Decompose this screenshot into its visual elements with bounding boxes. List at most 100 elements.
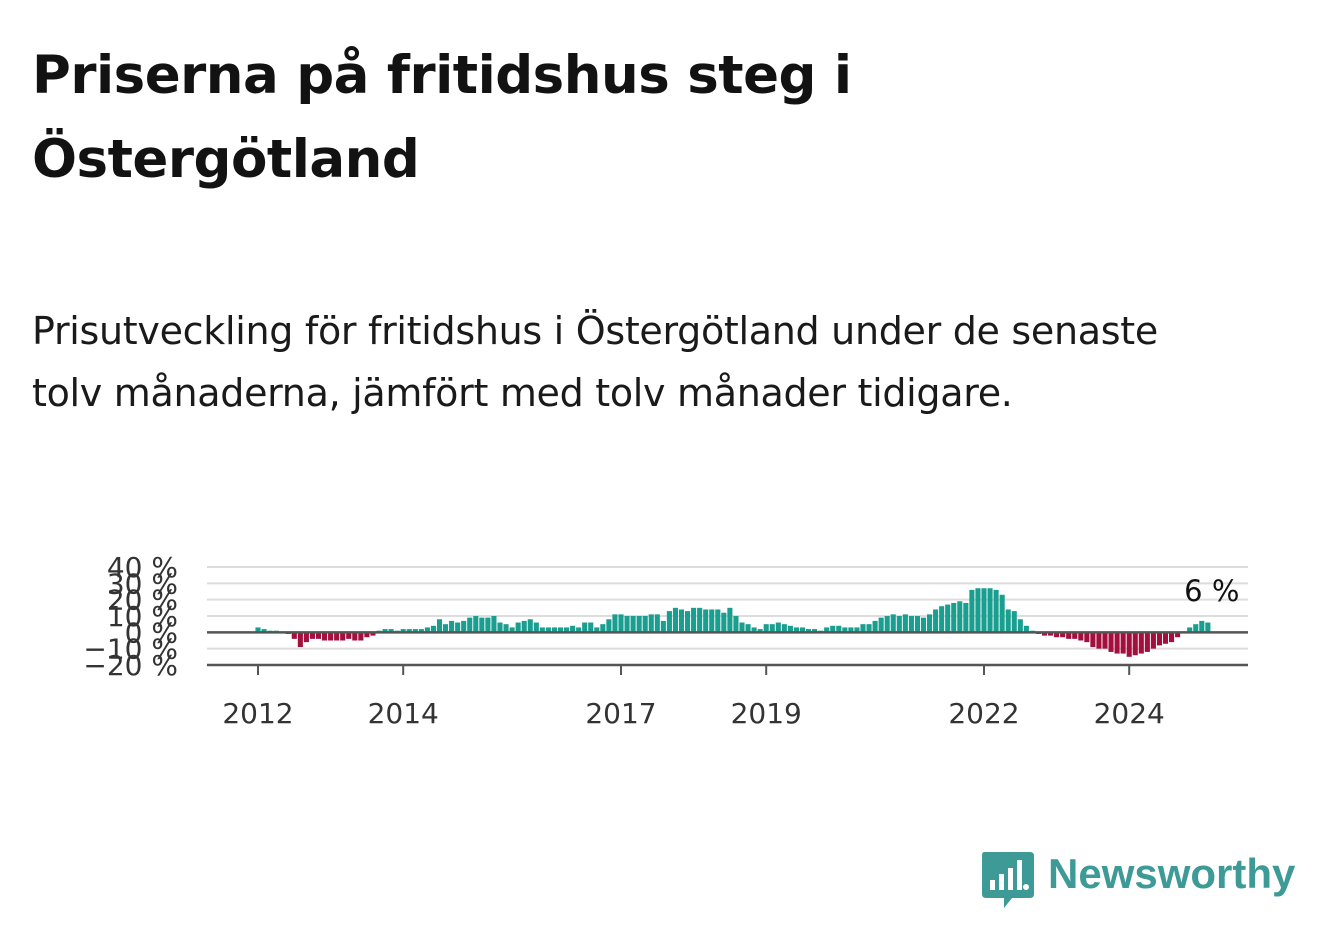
bar <box>1005 609 1011 633</box>
bar <box>872 620 878 633</box>
bar <box>564 627 570 633</box>
bar <box>255 627 261 633</box>
bar <box>636 616 642 633</box>
bar <box>430 625 436 633</box>
bar <box>1169 632 1175 643</box>
bar <box>1060 632 1066 638</box>
bar <box>763 624 769 633</box>
bar <box>648 614 654 633</box>
bar <box>576 627 582 633</box>
bar <box>721 612 727 633</box>
bar <box>908 616 914 633</box>
bar <box>1114 632 1120 654</box>
bar <box>1017 619 1023 633</box>
chart-subtitle: Prisutveckling för fritidshus i Östergöt… <box>32 309 1158 415</box>
bar <box>1193 624 1199 633</box>
bar <box>666 611 672 633</box>
x-axis-ticks: 2012 2014 2017 2019 2022 2024 <box>222 665 1165 730</box>
bar <box>1205 622 1211 633</box>
bar <box>957 601 963 633</box>
y-tick-label: 20 % <box>107 584 178 617</box>
bar <box>769 624 775 633</box>
bar <box>945 604 951 633</box>
bar <box>600 624 606 633</box>
bar <box>328 632 334 641</box>
bar <box>1144 632 1150 652</box>
bar <box>358 632 364 641</box>
y-tick-label: 40 % <box>107 551 178 584</box>
bar <box>388 629 394 633</box>
bar <box>418 629 424 633</box>
bar <box>987 588 993 633</box>
bar <box>545 627 551 633</box>
bar <box>715 609 721 633</box>
y-tick-label: −10 % <box>83 633 178 666</box>
bar <box>999 594 1005 633</box>
bar <box>993 589 999 633</box>
x-tick-label: 2024 <box>1094 697 1165 730</box>
bar <box>678 609 685 633</box>
bar <box>733 616 739 633</box>
bar <box>527 619 533 633</box>
bar <box>533 622 539 633</box>
bar <box>1023 625 1029 633</box>
bar <box>261 629 267 633</box>
bar <box>963 602 969 633</box>
bar <box>503 624 509 633</box>
bar <box>424 627 430 633</box>
bar <box>896 616 902 633</box>
bar <box>848 627 854 633</box>
bar <box>1011 611 1017 633</box>
bar <box>824 627 830 633</box>
bar <box>400 629 406 633</box>
x-tick-label: 2012 <box>222 697 293 730</box>
bar <box>606 619 612 633</box>
bars <box>255 588 1211 657</box>
bar <box>799 627 806 633</box>
bar <box>322 632 328 641</box>
axes <box>207 631 1248 667</box>
bar <box>878 617 884 633</box>
bar <box>709 609 715 633</box>
bar <box>830 625 836 633</box>
bar <box>364 632 370 638</box>
bar <box>539 627 545 633</box>
last-value-label: 6 % <box>1184 574 1239 608</box>
bar <box>618 614 624 633</box>
bar <box>775 622 781 633</box>
bar <box>920 617 927 633</box>
bar <box>890 614 896 633</box>
bar <box>291 632 297 639</box>
bar <box>1132 632 1138 656</box>
bar <box>630 616 636 633</box>
bar <box>914 616 920 633</box>
bar <box>582 622 588 633</box>
newsworthy-logo: Newsworthy <box>980 850 1300 910</box>
chart-title: Priserna på fritidshus steg i Östergötla… <box>32 45 852 190</box>
bar <box>557 627 564 633</box>
x-tick-label: 2019 <box>731 697 802 730</box>
bar <box>745 624 751 633</box>
bar <box>866 624 872 633</box>
bar <box>297 632 303 648</box>
bar <box>1126 632 1132 657</box>
bar <box>303 632 309 643</box>
bar <box>836 625 842 633</box>
bar <box>1120 632 1126 654</box>
bar <box>1162 632 1169 644</box>
bar <box>334 632 340 641</box>
bar <box>352 632 358 641</box>
bar <box>1138 632 1144 654</box>
bar <box>739 622 745 633</box>
bar <box>1096 632 1102 649</box>
bar <box>315 632 322 639</box>
bar <box>860 624 866 633</box>
bar <box>406 629 412 633</box>
newsworthy-logo-icon <box>982 852 1034 908</box>
bar <box>479 617 485 633</box>
bar <box>793 627 799 633</box>
bar <box>1199 620 1205 633</box>
bar <box>521 620 527 633</box>
bar <box>340 632 346 641</box>
